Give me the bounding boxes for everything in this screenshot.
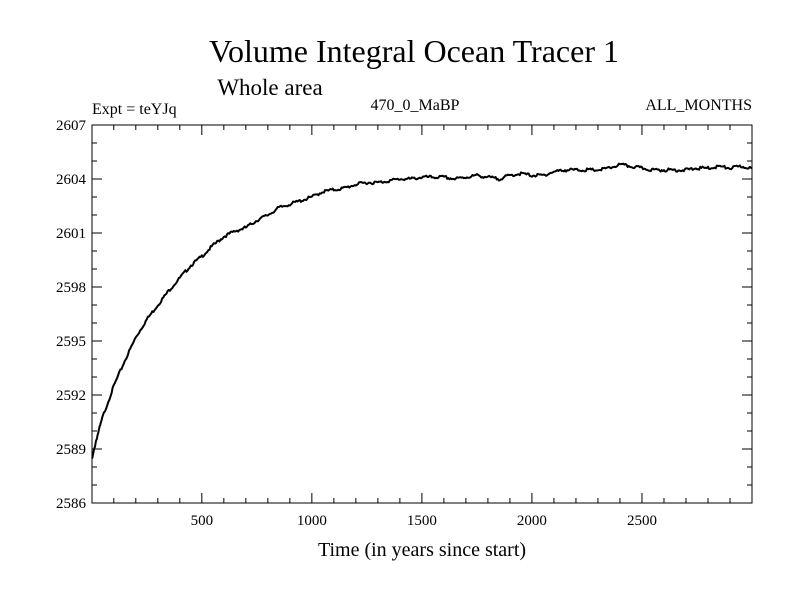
y-tick-label: 2592 [56, 388, 86, 404]
y-tick-label: 2595 [56, 334, 86, 350]
plot-frame [91, 124, 753, 504]
x-tick-label: 2000 [517, 513, 547, 529]
x-tick-label: 1500 [407, 513, 437, 529]
series-group [91, 162, 753, 459]
y-tick-label: 2601 [56, 226, 86, 242]
experiment-label: Expt = teYJq [92, 101, 177, 118]
chart-title: Volume Integral Ocean Tracer 1 [209, 33, 619, 69]
x-tick-labels: 500 1000 1500 2000 2500 [191, 513, 657, 529]
x-axis-label: Time (in years since start) [318, 539, 526, 561]
y-tick-label: 2598 [56, 280, 86, 296]
y-tick-labels: 2586 2589 2592 2595 2598 2601 2604 2607 [56, 118, 87, 512]
series-line [91, 162, 753, 459]
y-tick-label: 2607 [56, 118, 87, 134]
x-tick-label: 2500 [627, 513, 657, 529]
y-tick-label: 2589 [56, 442, 86, 458]
y-tick-label: 2586 [56, 496, 87, 512]
axis-ticks [92, 124, 752, 504]
chart-subtitle: Whole area [217, 75, 322, 100]
x-tick-label: 1000 [297, 513, 327, 529]
months-label: ALL_MONTHS [645, 97, 752, 114]
y-tick-label: 2604 [56, 172, 87, 188]
x-tick-label: 500 [191, 513, 214, 529]
run-label: 470_0_MaBP [371, 97, 460, 114]
